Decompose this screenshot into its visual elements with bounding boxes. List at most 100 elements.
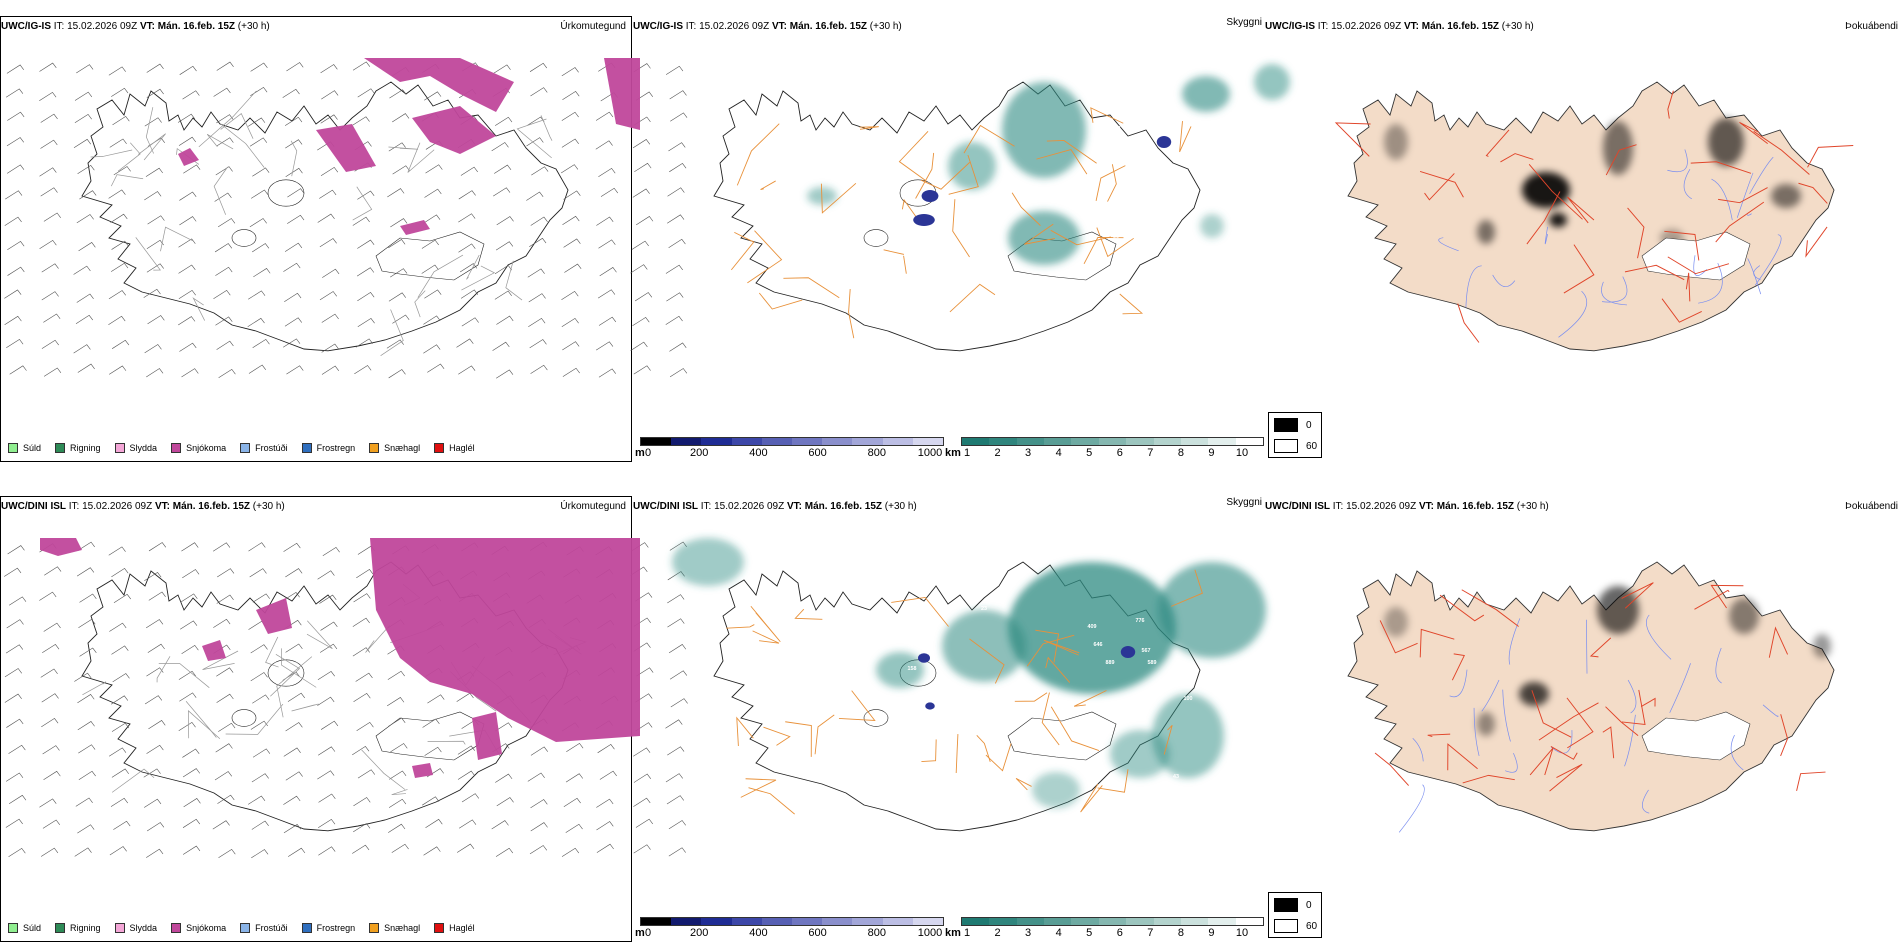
wind-barb xyxy=(357,88,375,98)
road-line xyxy=(1462,774,1515,784)
wind-barb xyxy=(283,824,302,834)
wind-barb xyxy=(111,87,129,97)
wind-barb xyxy=(108,546,126,556)
cloud-base-patch xyxy=(1120,646,1136,658)
iceland-map xyxy=(1347,561,1835,833)
river-line xyxy=(1624,714,1636,767)
wind-barb xyxy=(212,542,231,552)
wind-barb xyxy=(529,62,548,72)
road-line xyxy=(1768,626,1789,658)
wind-barb xyxy=(76,214,94,224)
wind-barb xyxy=(561,138,579,148)
cloud-base-label: 708 xyxy=(1196,294,1205,300)
wind-barb xyxy=(111,768,129,778)
wind-barb xyxy=(77,824,95,834)
road-line xyxy=(736,716,754,747)
wind-barb xyxy=(182,90,200,100)
road-line xyxy=(1447,743,1478,771)
wind-barb xyxy=(8,847,26,857)
wind-barb xyxy=(319,594,337,604)
river-line xyxy=(1747,258,1762,295)
legend-label: Haglél xyxy=(449,443,475,453)
wind-barb xyxy=(597,744,615,754)
wind-barb xyxy=(143,768,161,778)
wind-barb xyxy=(423,846,441,856)
cloudbase-unit: m xyxy=(635,447,645,459)
wind-barb xyxy=(317,770,335,780)
wind-barb xyxy=(565,823,583,833)
lead-time: (+30 h) xyxy=(1516,501,1549,512)
legend-swatch xyxy=(55,443,66,453)
wind-barb xyxy=(422,796,440,806)
colorbar-step xyxy=(641,438,672,445)
cloud-base-patch xyxy=(918,653,930,663)
wind-barb xyxy=(319,643,338,653)
wind-barb xyxy=(530,216,548,226)
wind-barb xyxy=(147,315,165,325)
wind-barb xyxy=(392,113,410,123)
wind-barb xyxy=(562,341,580,351)
wind-barb xyxy=(600,187,619,197)
legend-item: Frostúði xyxy=(240,923,288,933)
wind-barb xyxy=(179,65,197,75)
road-line xyxy=(1090,107,1124,124)
wind-barb xyxy=(217,794,235,804)
wind-barb xyxy=(599,267,617,277)
tick-label: 8 xyxy=(1177,447,1184,459)
wind-barb xyxy=(491,142,509,152)
visibility-unit: km xyxy=(945,927,961,939)
road-line xyxy=(185,701,217,738)
wind-barb xyxy=(73,344,91,354)
wind-barb xyxy=(529,237,547,247)
wind-barb xyxy=(253,268,271,278)
wind-barb xyxy=(216,594,234,604)
snow-area xyxy=(178,148,199,166)
river-line xyxy=(1698,262,1723,304)
wind-barb xyxy=(113,593,132,603)
river-line xyxy=(1601,281,1628,306)
wind-barb xyxy=(284,292,302,302)
road-line xyxy=(516,118,552,159)
fog-legend-frame xyxy=(1268,412,1322,458)
wind-barb xyxy=(39,798,57,808)
wind-barb xyxy=(355,338,373,348)
road-line xyxy=(1807,145,1854,168)
wind-barb xyxy=(41,693,59,703)
wind-barb xyxy=(285,771,303,781)
road-line xyxy=(220,112,254,139)
wind-barb xyxy=(78,744,96,754)
wind-barb xyxy=(8,794,27,804)
wind-barb xyxy=(286,62,304,72)
road-line xyxy=(1621,689,1646,726)
wind-barb xyxy=(5,772,24,782)
cloud-base-label: 196 xyxy=(1214,276,1223,282)
road-line xyxy=(1026,634,1075,667)
wind-barb xyxy=(562,90,580,101)
colorbar-step xyxy=(1044,918,1072,925)
legend-swatch xyxy=(171,443,182,453)
colorbar-step xyxy=(641,918,672,925)
river-line xyxy=(1502,689,1511,742)
wind-barb xyxy=(5,190,23,200)
road-line xyxy=(1045,656,1071,683)
fog-legend-label: 60 xyxy=(1306,921,1318,932)
road-line xyxy=(915,152,935,199)
wind-barb xyxy=(111,722,130,732)
wind-barb xyxy=(250,644,268,654)
wind-barb xyxy=(670,698,688,708)
snow-area xyxy=(40,538,82,556)
legend-item: Haglél xyxy=(434,923,475,933)
wind-barb xyxy=(75,797,93,807)
iceland-map xyxy=(4,538,688,859)
road-line xyxy=(1485,129,1510,157)
tick-label: 6 xyxy=(1116,927,1123,939)
colorbar-step xyxy=(852,438,883,445)
wind-barb xyxy=(4,693,22,703)
wind-barb xyxy=(4,668,22,678)
road-line xyxy=(1334,122,1371,157)
wind-barb xyxy=(43,622,61,632)
road-line xyxy=(838,690,876,722)
wind-barb xyxy=(386,339,404,349)
wind-barb xyxy=(598,368,616,378)
wind-barb xyxy=(6,64,24,74)
